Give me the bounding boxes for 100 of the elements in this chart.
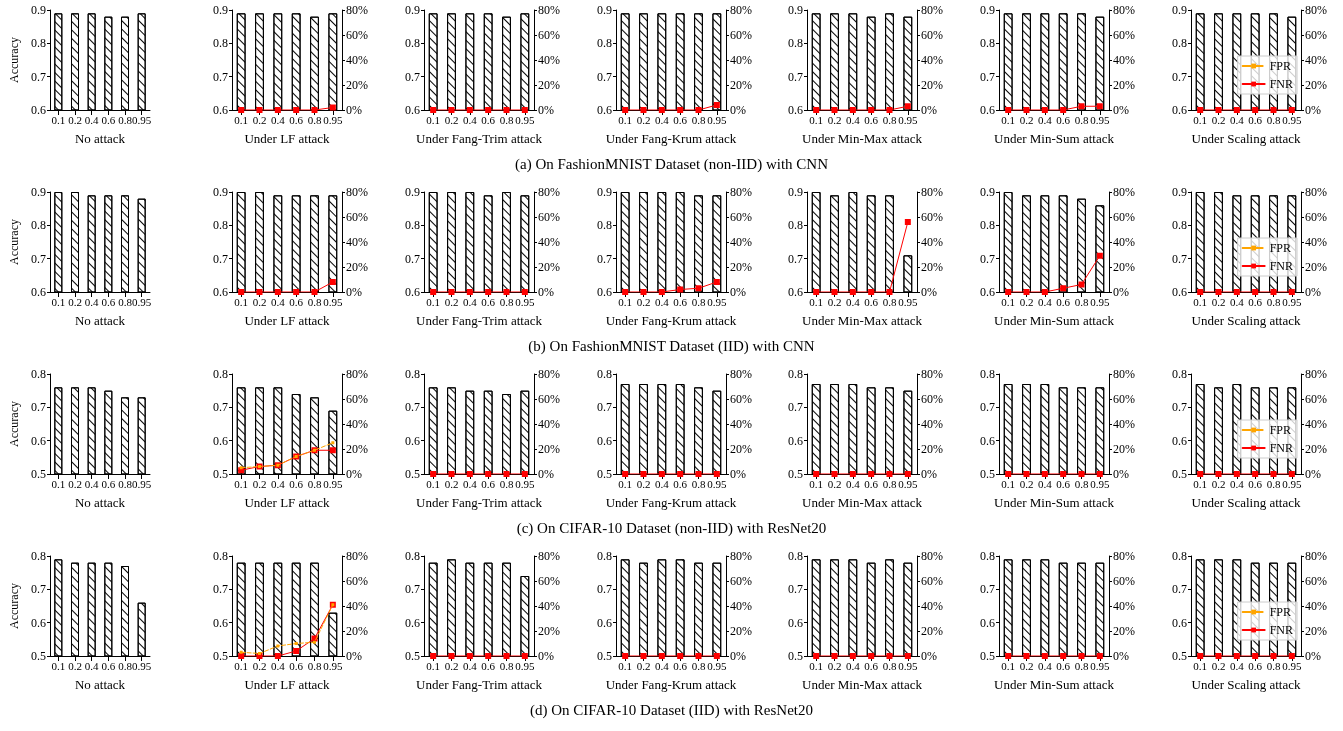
y2-tick-label: 0%	[345, 285, 362, 299]
y-tick-label: 0.6	[1172, 433, 1188, 448]
x-tick-label: 0.8	[1266, 295, 1281, 308]
x-tick-label: 0.95	[706, 295, 727, 308]
x-tick-label: 0.4	[1038, 659, 1053, 672]
y2-tick-label: 0%	[537, 649, 554, 663]
y2-tick-label: 80%	[729, 549, 752, 563]
x-tick-label: 0.95	[1282, 659, 1303, 672]
x-tick-label: 0.8	[1266, 113, 1281, 126]
x-tick-label: 0.4	[270, 659, 286, 672]
x-tick-label: 0.8	[499, 113, 514, 126]
x-tick-label: 0.6	[289, 477, 304, 490]
y-tick-label: 0.5	[31, 649, 46, 663]
x-tick-label: 0.4	[84, 659, 100, 672]
y2-tick-label: 80%	[921, 549, 944, 563]
y-tick-label: 0.6	[980, 285, 996, 299]
x-axis-title: Under LF attack	[244, 677, 330, 692]
y2-tick-label: 40%	[1113, 53, 1136, 67]
y2-tick-label: 60%	[729, 210, 752, 224]
x-tick-label: 0.8	[691, 659, 706, 672]
x-tick-label: 0.95	[898, 477, 919, 490]
y-tick-label: 0.7	[980, 251, 996, 266]
y-tick-label: 0.8	[1172, 36, 1188, 51]
y2-tick-label: 60%	[537, 210, 560, 224]
y-tick-label: 0.7	[212, 69, 228, 84]
y-tick-label: 0.6	[980, 433, 996, 448]
y2-tick-label: 0%	[1113, 103, 1130, 117]
y-tick-label: 0.7	[596, 251, 612, 266]
x-tick-label: 0.2	[636, 295, 650, 308]
x-tick-label: 0.1	[51, 295, 66, 308]
y2-tick-label: 20%	[1113, 442, 1136, 456]
x-tick-label: 0.4	[462, 659, 477, 672]
x-tick-label: 0.2	[1019, 113, 1034, 126]
x-tick-label: 0.6	[101, 477, 116, 490]
y2-tick-label: 60%	[921, 28, 944, 42]
y-tick-label: 0.8	[31, 218, 46, 233]
x-tick-label: 0.2	[444, 295, 459, 308]
x-tick-label: 0.1	[809, 659, 824, 672]
x-tick-label: 0.1	[234, 295, 248, 308]
y2-tick-label: 60%	[345, 392, 368, 406]
y-tick-label: 0.7	[31, 69, 46, 84]
y-tick-label: 0.7	[788, 582, 804, 597]
x-tick-label: 0.8	[1266, 659, 1281, 672]
x-tick-label: 0.1	[809, 295, 824, 308]
x-tick-label: 0.1	[234, 477, 248, 490]
y-tick-label: 0.7	[980, 400, 996, 415]
point	[239, 466, 243, 470]
y2-tick-label: 80%	[729, 367, 752, 381]
x-tick-label: 0.4	[654, 113, 669, 126]
x-tick-label: 0.1	[425, 295, 440, 308]
y-tick-label: 0.5	[596, 649, 612, 663]
y2-tick-label: 0%	[1305, 467, 1322, 481]
y2-tick-label: 80%	[1113, 185, 1136, 199]
y-tick-label: 0.6	[212, 103, 228, 117]
x-tick-label: 0.8	[883, 113, 898, 126]
y2-tick-label: 80%	[345, 549, 368, 563]
y2-tick-label: 60%	[729, 392, 752, 406]
y-tick-label: 0.9	[212, 185, 228, 199]
y-tick-label: 0.5	[1172, 467, 1188, 481]
y-tick-label: 0.5	[31, 467, 46, 481]
x-tick-label: 0.6	[1248, 113, 1263, 126]
y-tick-label: 0.9	[404, 185, 420, 199]
x-tick-label: 0.6	[1056, 295, 1071, 308]
x-tick-label: 0.95	[323, 659, 343, 672]
y2-tick-label: 80%	[345, 185, 368, 199]
x-axis-title: Under Min-Max attack	[802, 131, 923, 146]
y-tick-label: 0.8	[1172, 549, 1188, 563]
y-tick-label: 0.7	[31, 582, 46, 597]
x-tick-label: 0.95	[706, 659, 727, 672]
y2-tick-label: 60%	[1113, 210, 1136, 224]
y-axis-title: Accuracy	[7, 37, 21, 83]
x-tick-label: 0.95	[1090, 295, 1111, 308]
text: (c) On CIFAR-10 Dataset (non-IID) with ResNet20	[516, 520, 827, 536]
y2-tick-label: 60%	[537, 28, 560, 42]
y2-tick-label: 40%	[345, 53, 368, 67]
y-tick-label: 0.9	[980, 185, 996, 199]
y2-tick-label: 80%	[1305, 185, 1328, 199]
y2-tick-label: 80%	[345, 367, 368, 381]
y-tick-label: 0.6	[1172, 285, 1188, 299]
x-tick-label: 0.4	[1230, 477, 1245, 490]
y2-tick-label: 0%	[921, 285, 938, 299]
point	[312, 640, 316, 644]
y2-tick-label: 80%	[921, 3, 944, 17]
x-tick-label: 0.2	[68, 477, 82, 490]
x-tick-label: 0.8	[1074, 477, 1090, 490]
y-tick-label: 0.6	[980, 103, 996, 117]
y-tick-label: 0.6	[404, 615, 420, 630]
y2-tick-label: 0%	[1305, 649, 1322, 663]
y2-tick-label: 40%	[1305, 599, 1328, 613]
x-tick-label: 0.2	[68, 659, 82, 672]
y2-tick-label: 40%	[921, 599, 944, 613]
x-tick-label: 0.1	[425, 477, 440, 490]
y-tick-label: 0.6	[788, 433, 804, 448]
y2-tick-label: 20%	[345, 442, 368, 456]
point	[239, 650, 243, 654]
x-tick-label: 0.2	[1211, 295, 1226, 308]
y-tick-label: 0.6	[596, 103, 612, 117]
y-tick-label: 0.7	[788, 69, 804, 84]
y-tick-label: 0.6	[31, 285, 46, 299]
x-tick-label: 0.8	[691, 295, 706, 308]
